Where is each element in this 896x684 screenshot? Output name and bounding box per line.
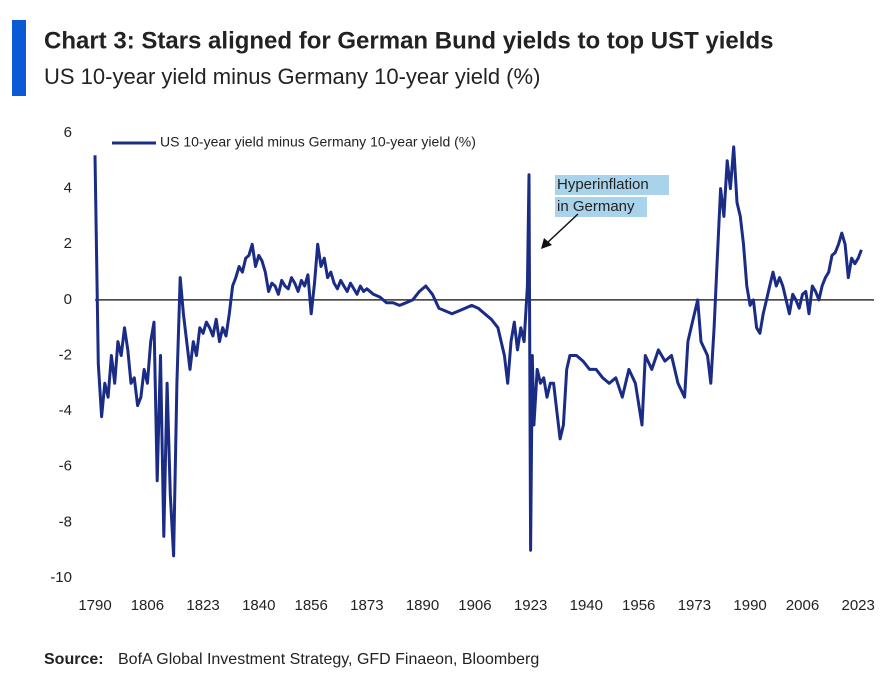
annotation-bg	[555, 175, 669, 195]
y-tick-label: 0	[64, 291, 72, 308]
y-tick-label: -4	[59, 402, 72, 419]
x-tick-label: 1790	[78, 597, 111, 614]
source-text: BofA Global Investment Strategy, GFD Fin…	[118, 651, 539, 668]
y-tick-label: 6	[64, 124, 72, 141]
annotation-arrow	[546, 213, 579, 244]
legend-label: US 10-year yield minus Germany 10-year y…	[160, 134, 476, 150]
x-tick-label: 1856	[294, 597, 327, 614]
x-tick-label: 1940	[570, 597, 603, 614]
x-tick-label: 1990	[733, 597, 766, 614]
data-line	[93, 145, 863, 558]
x-tick-label: 2006	[786, 597, 819, 614]
y-tick-label: -10	[50, 569, 72, 586]
y-tick-label: -8	[59, 513, 72, 530]
chart-subtitle: US 10-year yield minus Germany 10-year y…	[44, 64, 540, 89]
y-tick-label: -6	[59, 458, 72, 475]
x-tick-label: 1890	[406, 597, 439, 614]
chart-title: Chart 3: Stars aligned for German Bund y…	[44, 27, 773, 54]
annotation-arrowhead	[541, 238, 552, 249]
annotation-text: in Germany	[557, 198, 635, 215]
x-tick-label: 1906	[458, 597, 491, 614]
y-tick-label: -2	[59, 346, 72, 363]
annotation-text: Hyperinflation	[557, 176, 649, 193]
source-label: Source:	[44, 651, 104, 668]
x-tick-label: 1806	[131, 597, 164, 614]
x-tick-label: 1923	[514, 597, 547, 614]
x-tick-label: 1823	[186, 597, 219, 614]
x-tick-label: 1840	[242, 597, 275, 614]
annotation-bg	[555, 197, 647, 217]
x-tick-label: 2023	[841, 597, 874, 614]
x-tick-label: 1973	[678, 597, 711, 614]
x-tick-label: 1873	[350, 597, 383, 614]
y-tick-label: 2	[64, 235, 72, 252]
y-tick-label: 4	[64, 180, 72, 197]
title-accent	[12, 20, 26, 96]
x-tick-label: 1956	[622, 597, 655, 614]
